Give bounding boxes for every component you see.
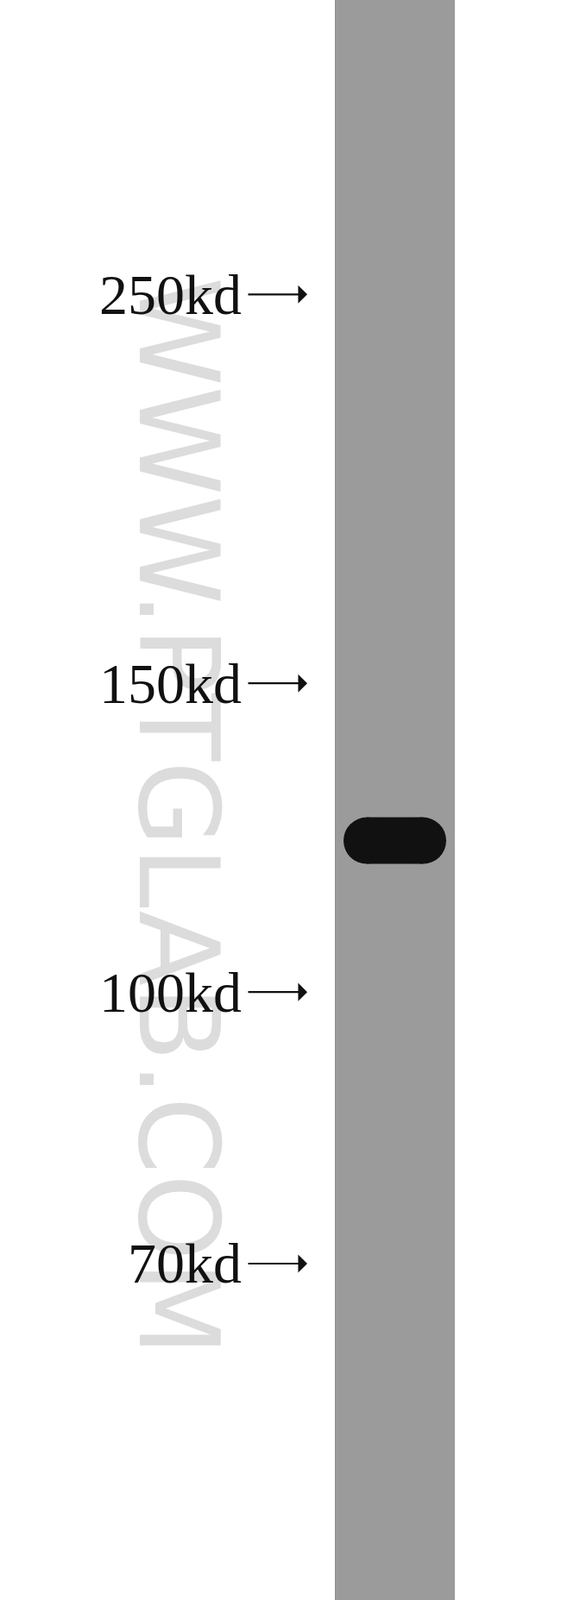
svg-text:100kd: 100kd [99, 961, 242, 1025]
svg-text:250kd: 250kd [99, 263, 242, 327]
svg-text:150kd: 150kd [99, 652, 242, 716]
svg-text:WWW.PTGLAB.COM: WWW.PTGLAB.COM [113, 277, 243, 1357]
svg-text:70kd: 70kd [127, 1232, 242, 1296]
